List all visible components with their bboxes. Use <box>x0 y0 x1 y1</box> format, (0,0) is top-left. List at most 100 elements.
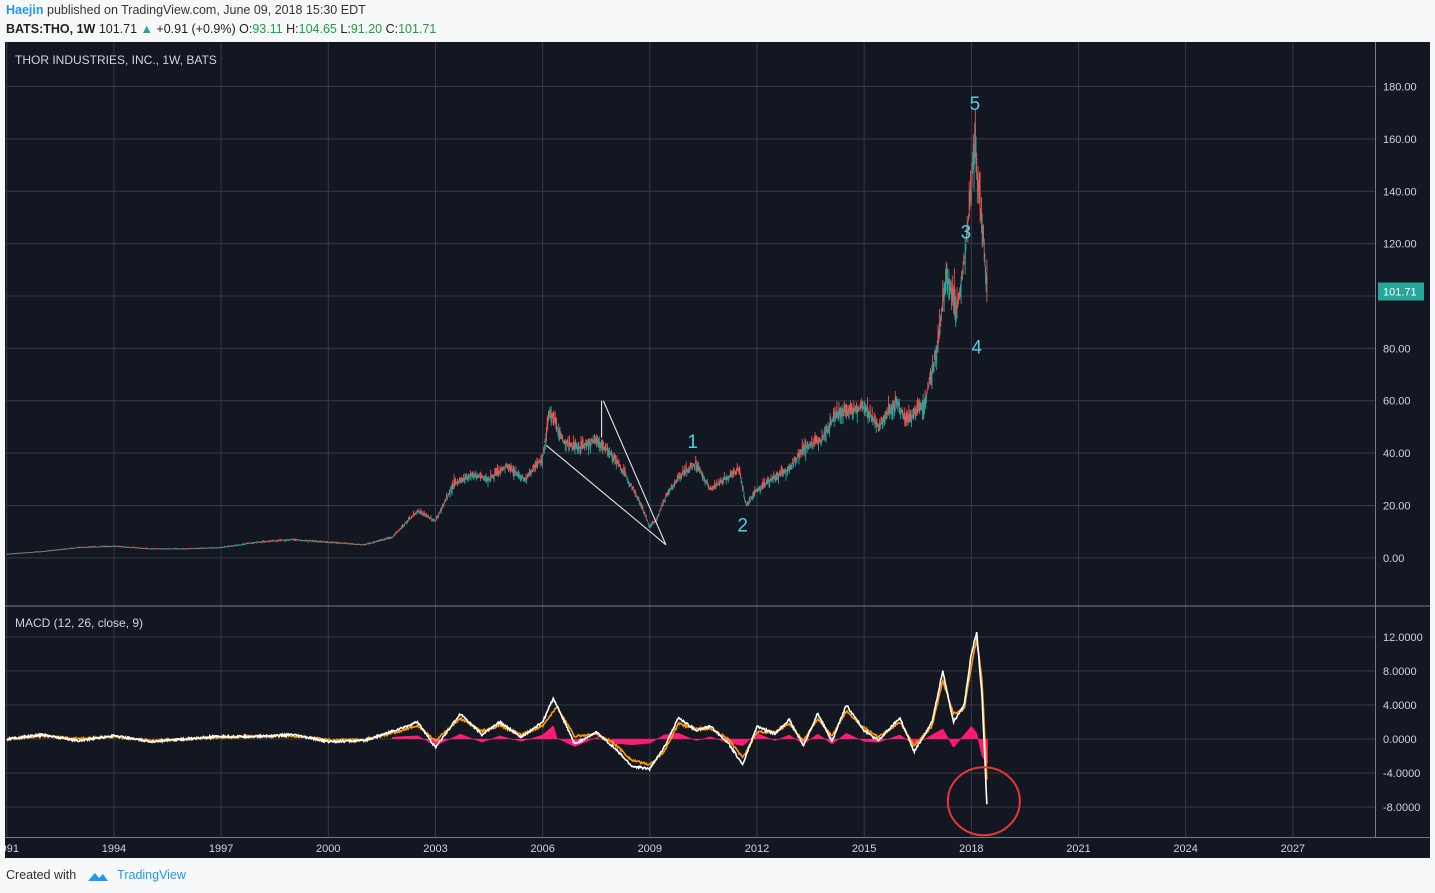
candle-body <box>80 547 82 549</box>
histogram-bar <box>780 738 782 740</box>
histogram-bar <box>943 730 945 740</box>
low-label: L: <box>340 22 351 36</box>
candle-body <box>278 540 280 542</box>
author-link[interactable]: Haejin <box>6 3 44 17</box>
histogram-bar <box>463 735 466 740</box>
candle-body <box>490 475 492 478</box>
candle-body <box>320 541 322 543</box>
macd-line <box>6 631 988 805</box>
candle-body <box>359 544 361 546</box>
candle-body <box>372 542 374 544</box>
candle-body <box>558 432 560 438</box>
candle-body <box>213 547 215 549</box>
candle-body <box>162 548 164 550</box>
histogram-bar <box>786 735 788 740</box>
tradingview-brand-link[interactable]: TradingView <box>117 868 186 882</box>
candle-body <box>843 409 845 413</box>
candle-body <box>471 474 473 476</box>
candle-body <box>524 477 526 480</box>
histogram-bar <box>639 739 642 745</box>
histogram-bar <box>899 734 901 740</box>
candle-body <box>604 446 606 449</box>
candle-body <box>596 436 598 442</box>
histogram-bar <box>392 737 394 740</box>
candle-body <box>208 547 210 549</box>
candle-body <box>778 475 779 480</box>
candle-body <box>296 539 298 541</box>
histogram-bar <box>610 739 612 743</box>
candle-body <box>468 475 470 477</box>
candle-body <box>110 546 112 547</box>
candle-body <box>319 541 321 543</box>
candle-body <box>776 475 777 477</box>
time-axis-label: 1991 <box>5 843 19 855</box>
histogram-bar <box>713 737 716 740</box>
histogram-bar <box>738 739 740 746</box>
histogram-bar <box>594 737 597 740</box>
candle-body <box>750 498 752 499</box>
candle-body <box>150 548 152 550</box>
candle-body <box>579 447 581 450</box>
histogram-bar <box>744 739 746 744</box>
candle-body <box>397 530 399 532</box>
candle-body <box>44 551 46 552</box>
candle-body <box>555 419 557 425</box>
candle-body <box>78 547 80 549</box>
candle-body <box>572 445 574 451</box>
histogram-bar <box>485 739 487 741</box>
candle-body <box>653 522 655 524</box>
candle-body <box>222 547 224 548</box>
histogram-bar <box>620 739 623 744</box>
candle-body <box>509 468 511 469</box>
candle-body <box>536 459 538 466</box>
histogram-bar <box>858 739 861 740</box>
histogram-bar <box>535 736 538 740</box>
candle-body <box>955 304 957 317</box>
histogram-bar <box>413 735 415 740</box>
price-axis-label: 180.00 <box>1383 82 1417 94</box>
histogram-bar <box>552 726 554 740</box>
histogram-bar <box>848 734 851 740</box>
candle-body <box>16 553 18 554</box>
candle-body <box>569 442 571 445</box>
candle-body <box>695 463 697 469</box>
histogram-bar <box>882 739 884 741</box>
candle-body <box>980 209 982 214</box>
candle-body <box>322 541 324 543</box>
candle-body <box>372 541 374 543</box>
candle-body <box>262 540 264 542</box>
candle-body <box>541 458 543 464</box>
histogram-bar <box>708 736 710 740</box>
histogram-bar <box>647 739 649 744</box>
candle-body <box>646 519 648 521</box>
candle-body <box>577 445 579 448</box>
histogram-bar <box>740 739 743 746</box>
candle-body <box>195 548 197 550</box>
histogram-bar <box>942 729 944 740</box>
candle-body <box>307 540 308 542</box>
candle-body <box>345 543 346 544</box>
candle-body <box>457 481 458 483</box>
chart-container[interactable]: 5 3 4 1 2 THOR INDUSTRIES, INC., 1W, BATS MACD… <box>0 42 1430 858</box>
candle-body <box>619 465 621 467</box>
candle-body <box>803 447 805 452</box>
candle-body <box>279 539 281 541</box>
candle-body <box>947 278 948 288</box>
candle-body <box>67 548 69 550</box>
histogram-bar <box>491 738 493 740</box>
candle-body <box>413 514 415 516</box>
candle-body <box>134 547 136 549</box>
candle-body <box>266 541 268 543</box>
candle-body <box>557 429 559 434</box>
histogram-bar <box>631 739 633 745</box>
candle-body <box>984 257 986 259</box>
candle-body <box>757 488 759 491</box>
histogram-bar <box>698 739 701 740</box>
histogram-bar <box>962 736 964 740</box>
candle-body <box>672 485 674 486</box>
histogram-bar <box>793 737 795 740</box>
candle-body <box>342 542 344 544</box>
candle-body <box>395 532 397 534</box>
histogram-bar <box>662 735 664 740</box>
